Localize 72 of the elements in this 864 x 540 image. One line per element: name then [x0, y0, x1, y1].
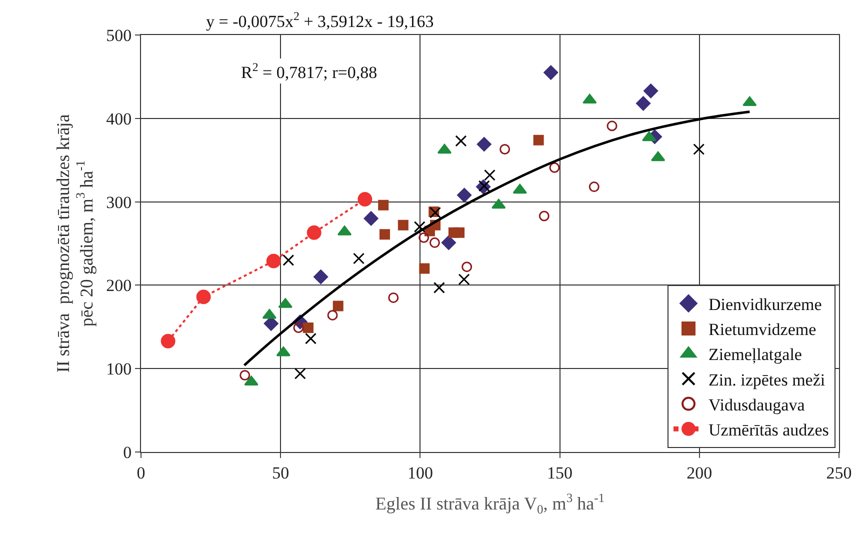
point [302, 322, 314, 333]
legend-label: Uzmērītās audzes [708, 420, 829, 440]
point [441, 235, 456, 250]
y-tick-label: 200 [106, 276, 132, 296]
x-tick-label: 0 [136, 463, 146, 482]
point [378, 200, 389, 210]
legend-label: Rietumvidzeme [708, 320, 816, 340]
point [606, 120, 618, 132]
point [419, 263, 430, 274]
point [358, 192, 372, 207]
point [512, 184, 527, 194]
point [293, 322, 304, 333]
point [544, 65, 558, 80]
point [282, 254, 294, 266]
point [266, 254, 281, 268]
point [693, 144, 705, 156]
y-tick-label: 300 [106, 192, 132, 212]
point [476, 137, 492, 152]
x-tick-label: 50 [272, 463, 290, 482]
x-tick-label: 100 [407, 463, 433, 482]
point [160, 334, 176, 348]
legend-label: Ziemeļlatgale [708, 345, 802, 364]
point [306, 225, 322, 240]
y-tick-label: 400 [106, 109, 132, 128]
point [327, 310, 338, 320]
legend-label: Vidusdaugava [708, 395, 806, 414]
point [294, 368, 306, 380]
point [588, 182, 600, 192]
x-tick-label: 200 [686, 463, 712, 482]
point [418, 232, 430, 243]
point [636, 96, 651, 111]
legend-label: Zin. izpētes meži [708, 370, 826, 390]
point [379, 229, 390, 240]
point [549, 162, 560, 173]
point [353, 252, 365, 264]
point [457, 188, 472, 202]
point [538, 210, 550, 222]
legend-label: Dienvidkurzeme [708, 295, 822, 314]
y-tick-label: 0 [123, 442, 132, 462]
point [644, 84, 658, 98]
point [462, 262, 472, 272]
y-tick-label: 100 [106, 360, 132, 379]
point [742, 96, 757, 106]
point [262, 308, 277, 319]
point [533, 134, 544, 146]
point [388, 292, 399, 303]
point [650, 151, 666, 162]
point [484, 169, 496, 181]
point [492, 198, 506, 209]
point [433, 282, 445, 294]
point [437, 144, 452, 154]
point [332, 300, 344, 312]
x-tick-label: 250 [826, 463, 852, 482]
x-tick-label: 150 [547, 463, 573, 482]
point [642, 131, 656, 142]
y-tick-label: 500 [106, 26, 132, 45]
point [414, 221, 426, 233]
point [364, 211, 378, 226]
point [305, 332, 316, 344]
point [500, 144, 510, 155]
point [398, 220, 408, 230]
point [196, 290, 211, 304]
point [582, 94, 597, 104]
point [454, 227, 465, 238]
x-axis-title: Egles II strāva krāja V$_{0}$, m$^{3}$ ha$^{-1}$ [375, 490, 605, 516]
point [455, 135, 467, 147]
point [458, 274, 470, 286]
point [240, 370, 250, 381]
text: y = -0,0075x$^{2}$ + 3,5912x - 19,163 [206, 9, 434, 32]
annotation: R$^{2}$ = 0,7817; r=0,88 [241, 60, 378, 82]
point [429, 237, 440, 248]
point [314, 270, 328, 284]
